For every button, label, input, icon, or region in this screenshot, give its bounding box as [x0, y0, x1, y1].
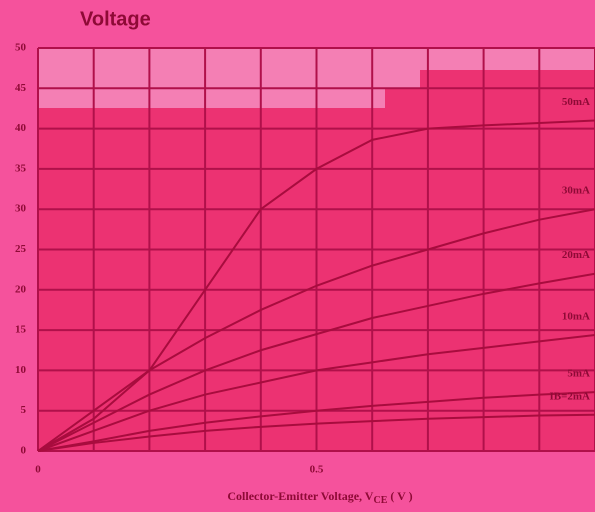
y-tick-label: 10	[15, 364, 27, 376]
y-tick-label: 25	[15, 243, 27, 255]
series-line	[37, 119, 595, 452]
y-tick-label: 40	[15, 122, 27, 134]
x-axis-label: Collector-Emitter Voltage, VCE ( V )	[227, 489, 412, 507]
series-label: 30mA	[562, 185, 590, 197]
y-tick-label: 30	[15, 203, 27, 215]
series-line	[37, 413, 595, 452]
x-axis-label-suffix: ( V )	[387, 489, 412, 503]
x-tick-label: 0	[35, 464, 41, 476]
x-axis-label-sub: CE	[373, 495, 387, 506]
x-axis-label-text: Collector-Emitter Voltage, V	[227, 489, 373, 503]
series-line	[37, 391, 595, 452]
chart-title: Voltage	[80, 8, 151, 30]
series-label: 10mA	[562, 310, 590, 322]
y-tick-label: 50	[15, 42, 27, 54]
series-line	[37, 272, 595, 452]
y-tick-label: 0	[21, 445, 27, 457]
y-tick-label: 15	[15, 324, 27, 336]
y-tick-label: 35	[15, 162, 27, 174]
series-label: 50mA	[562, 96, 590, 108]
series-label: 5mA	[567, 368, 590, 380]
series-line	[37, 333, 595, 452]
y-tick-label: 5	[21, 404, 27, 416]
series-line	[37, 208, 595, 452]
y-tick-label: 20	[15, 283, 27, 295]
x-tick-label: 0.5	[310, 464, 324, 476]
y-tick-label: 45	[15, 82, 27, 94]
series-label: IB=2mA	[550, 390, 591, 402]
series-label: 20mA	[562, 249, 590, 261]
